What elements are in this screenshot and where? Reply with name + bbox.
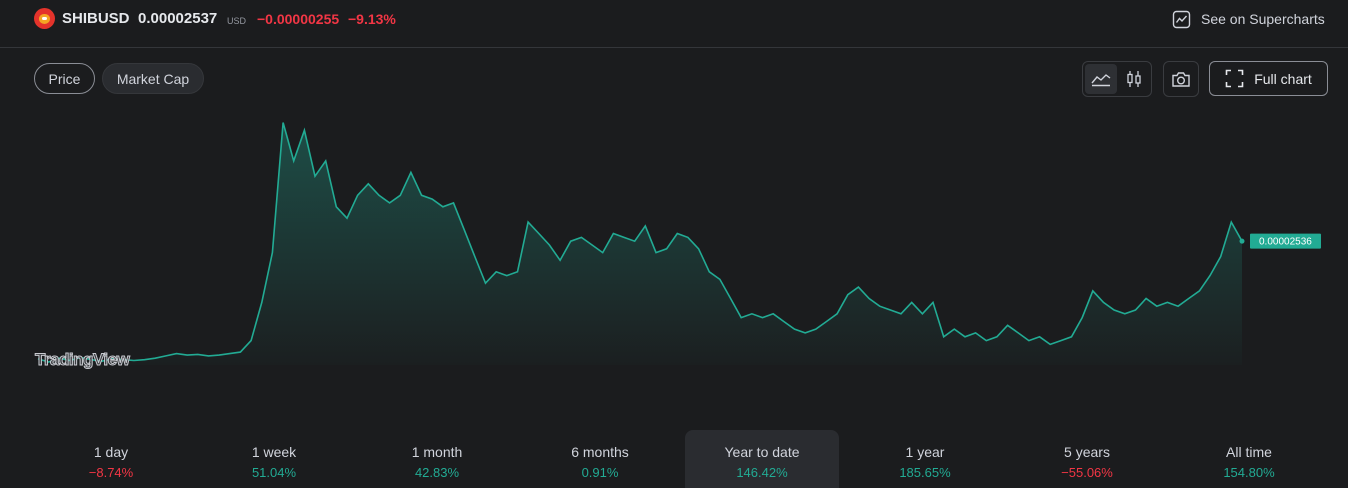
range-value: 51.04% bbox=[251, 465, 297, 480]
shib-logo-icon bbox=[34, 8, 55, 29]
range-label: 5 years bbox=[1064, 444, 1110, 460]
range-label: All time bbox=[1226, 444, 1272, 460]
range-value: 0.91% bbox=[581, 465, 619, 480]
range-label: Year to date bbox=[724, 444, 800, 460]
range-label: 1 week bbox=[251, 444, 297, 460]
price-change-percent: −9.13% bbox=[348, 11, 396, 27]
last-price-tag-label: 0.00002536 bbox=[1259, 237, 1312, 248]
range-5-years[interactable]: 5 years −55.06% bbox=[1010, 430, 1164, 488]
tab-price[interactable]: Price bbox=[34, 63, 95, 94]
chart-style-toggle bbox=[1082, 61, 1152, 97]
range-value: 185.65% bbox=[899, 465, 951, 480]
range-1-month[interactable]: 1 month 42.83% bbox=[360, 430, 514, 488]
range-1-week[interactable]: 1 week 51.04% bbox=[197, 430, 351, 488]
range-6-months[interactable]: 6 months 0.91% bbox=[523, 430, 677, 488]
last-price: 0.00002537 bbox=[138, 10, 218, 27]
range-label: 1 month bbox=[411, 444, 463, 460]
range-all-time[interactable]: All time 154.80% bbox=[1172, 430, 1326, 488]
area-style-button[interactable] bbox=[1085, 64, 1117, 94]
candlestick-icon bbox=[1127, 71, 1141, 87]
tab-market-cap[interactable]: Market Cap bbox=[102, 63, 204, 94]
supercharts-label: See on Supercharts bbox=[1201, 11, 1325, 27]
fullscreen-icon bbox=[1225, 69, 1244, 88]
range-1-day[interactable]: 1 day −8.74% bbox=[34, 430, 188, 488]
symbol-name[interactable]: SHIBUSD bbox=[62, 10, 130, 27]
currency-label: USD bbox=[227, 16, 247, 26]
range-value: 154.80% bbox=[1223, 465, 1275, 480]
last-price-tag: 0.00002536 bbox=[1250, 233, 1321, 249]
full-chart-button[interactable]: Full chart bbox=[1209, 61, 1328, 96]
range-label: 1 year bbox=[905, 444, 945, 460]
snapshot-button[interactable] bbox=[1163, 61, 1199, 97]
range-label: 6 months bbox=[571, 444, 629, 460]
range-label: 1 day bbox=[93, 444, 129, 460]
area-chart-icon bbox=[1091, 74, 1111, 87]
chart-icon bbox=[1172, 10, 1191, 28]
camera-icon bbox=[1172, 71, 1190, 87]
performance-ranges: 1 day −8.74% 1 week 51.04% 1 month 42.83… bbox=[34, 430, 1326, 488]
price-area-fill bbox=[38, 122, 1242, 365]
range-value: 42.83% bbox=[414, 465, 460, 480]
price-chart[interactable]: 0.00002536 bbox=[0, 100, 1348, 420]
price-change: −0.00000255 bbox=[257, 11, 340, 27]
last-price-dot bbox=[1239, 238, 1245, 244]
range-value: −55.06% bbox=[1061, 465, 1113, 480]
tradingview-watermark: TradingView bbox=[34, 350, 130, 370]
candle-style-button[interactable] bbox=[1118, 64, 1150, 94]
price-line bbox=[37, 122, 1243, 363]
symbol-header: SHIBUSD 0.00002537 USD −0.00000255 −9.13… bbox=[0, 0, 1348, 48]
range-1-year[interactable]: 1 year 185.65% bbox=[848, 430, 1002, 488]
range-value: 146.42% bbox=[736, 465, 788, 480]
range-year-to-date[interactable]: Year to date 146.42% bbox=[685, 430, 839, 488]
see-on-supercharts-link[interactable]: See on Supercharts bbox=[1172, 8, 1325, 30]
full-chart-label: Full chart bbox=[1254, 70, 1312, 87]
range-value: −8.74% bbox=[88, 465, 134, 480]
